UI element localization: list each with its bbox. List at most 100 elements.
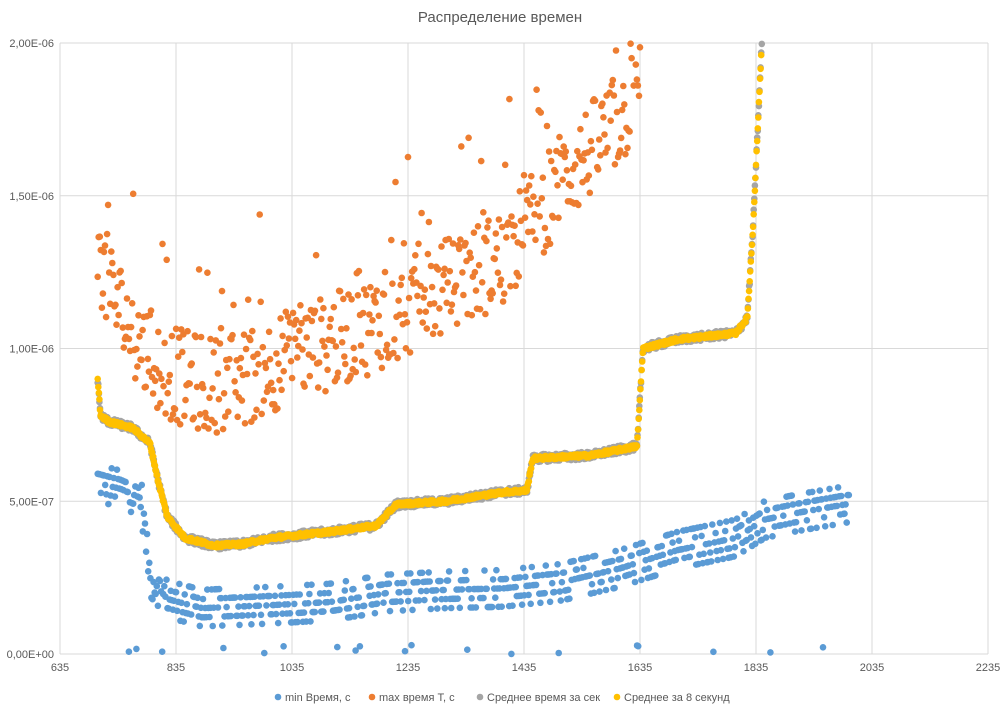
data-point [197,333,205,341]
data-point [454,595,462,602]
data-point [728,517,735,524]
data-point [263,388,271,396]
data-point [488,603,496,611]
data-point [635,415,642,423]
data-point [407,274,415,282]
data-point [188,360,195,367]
data-point [440,271,447,279]
data-point [403,319,411,326]
data-point [521,214,529,221]
data-point [255,361,262,368]
data-point [570,557,577,565]
data-point [658,542,666,550]
data-point [740,548,747,555]
data-point [125,335,133,343]
data-point [525,478,533,485]
data-point [527,201,534,208]
data-point [163,576,170,583]
data-point [744,305,752,312]
data-point [354,603,362,611]
data-point [612,47,620,54]
data-point [601,131,608,138]
data-point [489,576,497,583]
data-point [501,161,509,169]
data-point [149,390,157,397]
data-point [616,147,624,154]
data-point [231,594,239,601]
data-point [508,650,515,658]
data-point [791,528,799,535]
chart-title: Распределение времен [418,9,582,26]
data-point [455,245,463,253]
data-point [720,537,728,544]
data-point [161,339,168,347]
data-point [424,250,432,258]
data-point [328,598,336,605]
data-point [629,561,637,568]
data-point [630,569,638,577]
data-point [503,234,510,241]
data-point [308,317,316,325]
data-point [364,372,371,379]
data-point [816,487,824,494]
data-point [241,420,249,427]
data-point [390,349,397,357]
data-point [312,251,320,259]
data-point [108,465,115,472]
data-point [585,172,593,179]
legend-label: Среднее за 8 секунд [624,692,730,704]
data-point [561,153,569,161]
data-point [294,354,301,361]
data-point [405,294,413,302]
y-tick-label: 0,00E+00 [7,649,54,661]
data-point [299,346,306,353]
data-point [307,618,314,625]
data-point [458,586,466,593]
data-point [494,269,502,277]
data-point [462,239,469,247]
data-point [267,379,275,387]
data-point [243,370,251,378]
data-point [498,603,506,610]
data-point [789,501,797,508]
data-point [509,602,516,609]
data-point [192,333,200,341]
data-point [164,389,171,397]
data-point [218,287,226,295]
data-point [114,283,121,291]
data-point [219,622,226,629]
series-1 [94,40,644,436]
data-point [321,343,328,350]
data-point [206,394,213,402]
data-point [590,589,598,597]
data-point [408,641,415,649]
data-point [127,323,135,331]
data-point [257,611,265,619]
data-point [348,296,355,303]
data-point [480,594,487,602]
data-point [204,269,211,277]
data-point [142,548,150,555]
data-point [733,515,741,522]
data-point [414,292,421,300]
data-point [256,211,264,218]
data-point [632,61,640,68]
data-point [595,136,603,143]
data-point [419,319,427,326]
data-point [552,168,559,176]
data-point [415,597,423,604]
data-point [441,604,449,612]
data-point [845,491,853,499]
data-point [675,537,683,544]
data-point [559,176,566,183]
data-point [757,51,765,59]
data-point [580,564,587,572]
data-point [280,367,288,375]
data-point [190,414,198,422]
data-point [729,535,737,542]
data-point [756,75,764,82]
data-point [245,602,253,610]
data-point [465,134,472,142]
data-point [147,307,155,314]
data-point [477,157,485,165]
